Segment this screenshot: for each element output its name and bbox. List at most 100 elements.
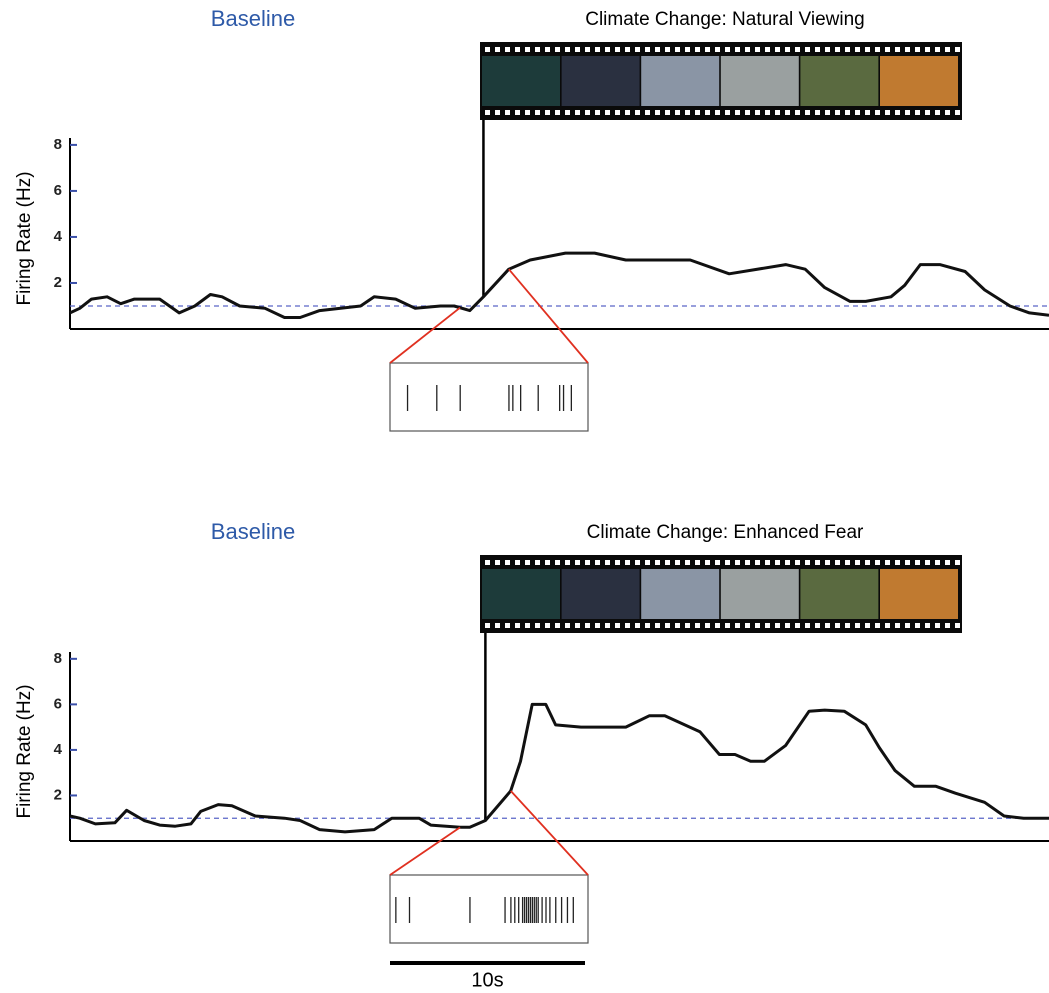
sprocket <box>615 623 620 628</box>
sprocket <box>575 623 580 628</box>
sprocket <box>875 623 880 628</box>
sprocket <box>955 110 960 115</box>
sprocket <box>735 623 740 628</box>
sprocket <box>855 110 860 115</box>
sprocket <box>695 47 700 52</box>
sprocket <box>595 110 600 115</box>
sprocket <box>725 110 730 115</box>
sprocket <box>595 560 600 565</box>
sprocket <box>875 110 880 115</box>
sprocket <box>895 560 900 565</box>
sprocket <box>625 47 630 52</box>
sprocket <box>895 623 900 628</box>
sprocket <box>555 560 560 565</box>
sprocket <box>575 110 580 115</box>
sprocket <box>555 110 560 115</box>
sprocket <box>565 110 570 115</box>
sprocket <box>825 110 830 115</box>
sprocket <box>845 623 850 628</box>
sprocket <box>535 623 540 628</box>
sprocket <box>645 47 650 52</box>
sprocket <box>685 560 690 565</box>
sprocket <box>805 47 810 52</box>
sprocket <box>515 623 520 628</box>
sprocket <box>485 623 490 628</box>
sprocket <box>675 560 680 565</box>
sprocket <box>695 110 700 115</box>
film-frame <box>482 56 560 106</box>
y-tick-label: 6 <box>54 695 62 712</box>
sprocket <box>655 47 660 52</box>
sprocket <box>765 623 770 628</box>
sprocket <box>745 560 750 565</box>
sprocket <box>775 47 780 52</box>
sprocket <box>765 47 770 52</box>
scale-bar-label: 10s <box>471 969 503 991</box>
sprocket <box>805 623 810 628</box>
sprocket <box>815 47 820 52</box>
y-tick-label: 4 <box>54 228 63 245</box>
sprocket <box>745 110 750 115</box>
sprocket <box>755 560 760 565</box>
sprocket <box>945 110 950 115</box>
sprocket <box>595 623 600 628</box>
sprocket <box>555 47 560 52</box>
sprocket <box>935 623 940 628</box>
sprocket <box>835 110 840 115</box>
sprocket <box>505 110 510 115</box>
sprocket <box>755 623 760 628</box>
y-tick-label: 6 <box>54 182 62 199</box>
sprocket <box>625 623 630 628</box>
y-tick-label: 8 <box>54 136 62 153</box>
sprocket <box>495 110 500 115</box>
sprocket <box>515 110 520 115</box>
sprocket <box>955 623 960 628</box>
sprocket <box>565 47 570 52</box>
sprocket <box>735 110 740 115</box>
sprocket <box>785 110 790 115</box>
sprocket <box>895 110 900 115</box>
sprocket <box>845 560 850 565</box>
sprocket <box>815 560 820 565</box>
film-frame <box>561 569 640 619</box>
sprocket <box>805 110 810 115</box>
sprocket <box>805 560 810 565</box>
sprocket <box>535 560 540 565</box>
sprocket <box>635 560 640 565</box>
sprocket <box>885 560 890 565</box>
sprocket <box>685 110 690 115</box>
sprocket <box>675 623 680 628</box>
sprocket <box>915 110 920 115</box>
sprocket <box>695 560 700 565</box>
sprocket <box>655 110 660 115</box>
sprocket <box>915 623 920 628</box>
sprocket <box>705 560 710 565</box>
raster-inset <box>389 362 589 432</box>
y-tick-label: 4 <box>54 741 63 758</box>
sprocket <box>555 623 560 628</box>
sprocket <box>935 47 940 52</box>
sprocket <box>665 110 670 115</box>
sprocket <box>665 560 670 565</box>
sprocket <box>705 623 710 628</box>
sprocket <box>955 47 960 52</box>
sprocket <box>755 47 760 52</box>
sprocket <box>645 110 650 115</box>
sprocket <box>905 560 910 565</box>
sprocket <box>795 110 800 115</box>
sprocket <box>815 623 820 628</box>
sprocket <box>495 623 500 628</box>
sprocket <box>865 47 870 52</box>
sprocket <box>825 623 830 628</box>
sprocket <box>705 110 710 115</box>
sprocket <box>715 47 720 52</box>
sprocket <box>865 560 870 565</box>
sprocket <box>635 47 640 52</box>
baseline-label: Baseline <box>211 519 295 544</box>
sprocket <box>605 623 610 628</box>
sprocket <box>945 560 950 565</box>
sprocket <box>885 110 890 115</box>
film-frame <box>641 569 720 619</box>
film-frame <box>720 56 799 106</box>
sprocket <box>875 47 880 52</box>
